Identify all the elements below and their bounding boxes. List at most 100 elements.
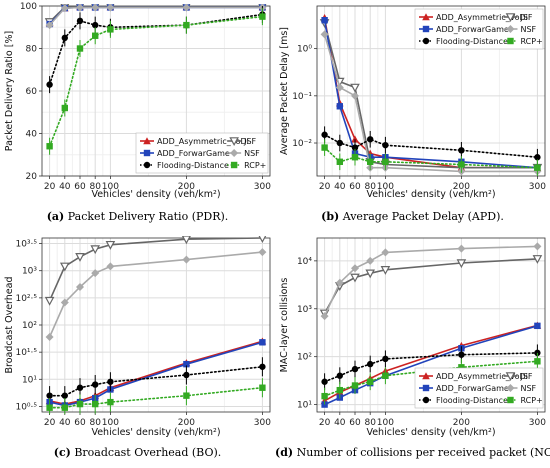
x-tick-label: 80 bbox=[89, 182, 101, 192]
x-tick-label: 300 bbox=[529, 418, 546, 428]
x-tick-label: 300 bbox=[254, 418, 271, 428]
chart-apd: 20 40 60 80 100 200 300 10⁻² 10⁻¹ 10⁰ Vehicles' de… bbox=[279, 5, 546, 200]
legend-label: NSF bbox=[520, 25, 536, 34]
caption-text: Broadcast Overhead (BO). bbox=[74, 446, 222, 459]
data-point bbox=[351, 154, 359, 161]
y-tick-label: 80 bbox=[26, 45, 38, 55]
y-tick-label: 10¹ bbox=[22, 375, 37, 385]
data-point bbox=[320, 30, 329, 39]
caption-tag: (d) bbox=[275, 446, 294, 459]
data-point bbox=[320, 312, 329, 321]
caption-b: (b) Average Packet Delay (APD). bbox=[275, 210, 550, 223]
legend-label: ADD_ForwarGame bbox=[157, 149, 230, 158]
x-tick-label: 60 bbox=[74, 182, 86, 192]
series-jsf bbox=[44, 236, 267, 306]
data-point bbox=[259, 13, 266, 20]
legend-marker bbox=[422, 25, 430, 33]
data-point bbox=[92, 32, 99, 39]
data-point bbox=[336, 103, 343, 110]
data-point bbox=[321, 131, 328, 138]
data-point bbox=[458, 147, 465, 154]
data-point bbox=[532, 255, 543, 264]
data-point bbox=[382, 355, 389, 363]
data-point bbox=[106, 262, 115, 271]
data-point bbox=[456, 259, 467, 269]
x-tick-label: 40 bbox=[59, 418, 71, 428]
axes-frame bbox=[316, 237, 546, 413]
legend-label: NSF bbox=[520, 384, 536, 393]
data-point bbox=[335, 278, 344, 287]
data-point bbox=[367, 136, 374, 143]
caption-c: (c) Broadcast Overhead (BO). bbox=[0, 446, 275, 459]
x-tick-label: 80 bbox=[364, 182, 376, 192]
data-point bbox=[350, 273, 360, 283]
y-tick-label: 10³ bbox=[297, 305, 312, 315]
y-tick-label: 10² bbox=[297, 353, 312, 363]
data-point bbox=[350, 83, 360, 93]
data-point bbox=[61, 104, 68, 112]
data-point bbox=[183, 360, 190, 368]
data-point bbox=[258, 236, 267, 244]
data-point bbox=[321, 401, 328, 408]
legend-marker bbox=[507, 396, 514, 404]
data-point bbox=[458, 351, 465, 358]
data-point bbox=[75, 253, 85, 262]
series-rcp- bbox=[321, 352, 541, 405]
legend-label: Flooding-Distance bbox=[436, 396, 508, 405]
data-point bbox=[183, 392, 190, 399]
x-tick-label: 40 bbox=[334, 182, 346, 192]
series-rcp- bbox=[46, 8, 266, 155]
y-tick-label: 10¹·⁵ bbox=[15, 348, 37, 358]
chart-ncp: 20 40 60 80 100 200 300 10¹ 10² 10³ 10⁴ Vehicles' d… bbox=[279, 237, 546, 438]
data-point bbox=[321, 378, 328, 385]
chart-bo: 20 40 60 80 100 200 300 10⁰·⁵ 10¹ 10¹·⁵ 10² 10²·⁵ 10… bbox=[4, 236, 271, 438]
caption-text: Number of collisions per received packet… bbox=[296, 446, 550, 459]
x-tick-label: 40 bbox=[59, 182, 71, 192]
legend-marker bbox=[229, 137, 239, 147]
y-tick-label: 10⁰ bbox=[297, 45, 312, 55]
series-flooding-distance bbox=[46, 357, 266, 406]
data-point bbox=[106, 4, 115, 12]
data-point bbox=[45, 333, 54, 342]
series-rcp- bbox=[46, 378, 266, 414]
legend-marker bbox=[422, 384, 430, 392]
data-point bbox=[76, 45, 84, 52]
data-point bbox=[91, 269, 100, 278]
data-point bbox=[59, 262, 70, 272]
y-tick-label: 60 bbox=[26, 87, 38, 97]
x-tick-label: 200 bbox=[453, 418, 470, 428]
x-tick-label: 100 bbox=[377, 418, 394, 428]
x-tick-label: 60 bbox=[349, 418, 361, 428]
x-axis-label: Vehicles' density (veh/km²) bbox=[91, 427, 220, 438]
data-point bbox=[182, 4, 191, 12]
caption-a: (a) Packet Delivery Ratio (PDR). bbox=[0, 210, 275, 223]
x-tick-label: 100 bbox=[102, 418, 119, 428]
legend-label: RCP+ bbox=[520, 37, 542, 46]
y-tick-label: 10⁰·⁵ bbox=[15, 402, 37, 412]
data-point bbox=[380, 266, 391, 275]
data-point bbox=[534, 164, 541, 171]
legend-marker bbox=[230, 161, 238, 169]
series-nsf bbox=[45, 248, 267, 342]
x-tick-label: 300 bbox=[254, 182, 271, 192]
y-axis-label: Packet Delivery Ratio [%] bbox=[4, 31, 15, 151]
data-point bbox=[321, 392, 328, 400]
data-point bbox=[46, 143, 53, 150]
data-point bbox=[46, 404, 53, 411]
data-point bbox=[76, 4, 84, 12]
data-point bbox=[382, 158, 389, 165]
legend-label: NSF bbox=[244, 149, 260, 158]
data-point bbox=[76, 384, 84, 391]
data-point bbox=[76, 17, 84, 25]
x-tick-label: 20 bbox=[319, 182, 331, 192]
data-point bbox=[366, 256, 375, 265]
data-point bbox=[367, 360, 374, 368]
data-point bbox=[44, 296, 55, 306]
x-axis-label: Vehicles' density (veh/km²) bbox=[366, 427, 495, 438]
data-point bbox=[534, 322, 541, 330]
axes-frame bbox=[316, 5, 546, 177]
data-point bbox=[183, 21, 190, 29]
legend-label: JSF bbox=[243, 137, 256, 146]
